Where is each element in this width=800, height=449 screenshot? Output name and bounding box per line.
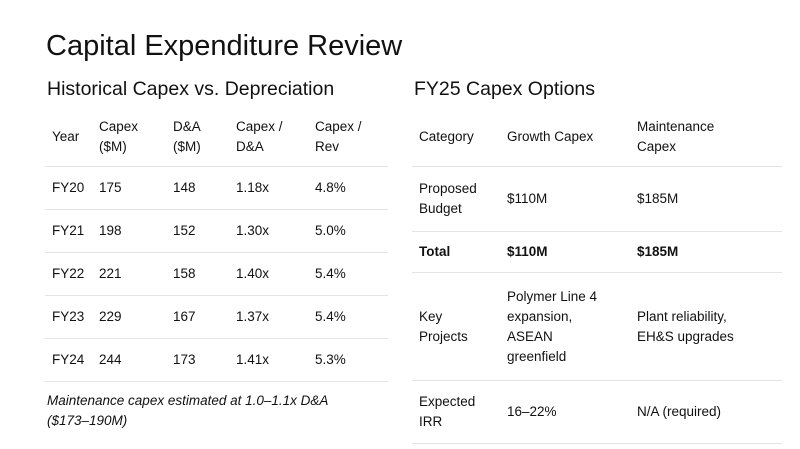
table-cell: 152: [166, 209, 229, 253]
table-cell: 1.41x: [229, 338, 308, 382]
table-cell: FY23: [45, 295, 92, 339]
table-cell: 5.0%: [308, 209, 388, 253]
table-cell: 16–22%: [500, 380, 630, 444]
table-cell: 229: [92, 295, 166, 339]
table-cell: Plant reliability, EH&S upgrades: [630, 272, 782, 381]
table-cell: FY22: [45, 252, 92, 296]
table-row: FY22 221 158 1.40x 5.4%: [45, 252, 388, 296]
table-header-row: Year Capex ($M) D&A ($M) Capex / D&A Capex …: [45, 107, 388, 167]
table-cell: 198: [92, 209, 166, 253]
table-cell: $185M: [630, 231, 782, 273]
historical-section-title: Historical Capex vs. Depreciation: [47, 78, 335, 100]
table-row: FY24 244 173 1.41x 5.3%: [45, 338, 388, 382]
table-cell: 1.18x: [229, 166, 308, 210]
row-label: Key Projects: [412, 272, 500, 381]
page-title: Capital Expenditure Review: [46, 30, 403, 62]
table-cell: 221: [92, 252, 166, 296]
column-header: Year: [45, 107, 92, 167]
table-cell: FY21: [45, 209, 92, 253]
table-cell: 158: [166, 252, 229, 296]
table-row: Expected IRR 16–22% N/A (required): [412, 380, 782, 444]
table-cell: Polymer Line 4 expansion, ASEAN greenfield: [500, 272, 630, 381]
options-section-title: FY25 Capex Options: [414, 78, 596, 100]
table-cell: 5.3%: [308, 338, 388, 382]
table-cell: 1.40x: [229, 252, 308, 296]
table-cell: $110M: [500, 166, 630, 232]
table-row: Total $110M $185M: [412, 231, 782, 273]
column-header: Category: [412, 107, 500, 167]
table-cell: 5.4%: [308, 295, 388, 339]
table-cell: $185M: [630, 166, 782, 232]
column-header: Maintenance Capex: [630, 107, 782, 167]
row-label: Proposed Budget: [412, 166, 500, 232]
table-cell: N/A (required): [630, 380, 782, 444]
table-cell: 1.37x: [229, 295, 308, 339]
table-row: FY21 198 152 1.30x 5.0%: [45, 209, 388, 253]
table-cell: 175: [92, 166, 166, 210]
column-header: Capex / Rev: [308, 107, 388, 167]
row-label: Total: [412, 231, 500, 273]
capex-options-table: Category Growth Capex Maintenance Capex P…: [412, 107, 782, 444]
table-cell: FY20: [45, 166, 92, 210]
table-cell: $110M: [500, 231, 630, 273]
column-header: Capex / D&A: [229, 107, 308, 167]
table-cell: 244: [92, 338, 166, 382]
table-cell: 5.4%: [308, 252, 388, 296]
column-header: D&A ($M): [166, 107, 229, 167]
table-cell: 173: [166, 338, 229, 382]
table-cell: FY24: [45, 338, 92, 382]
table-row: FY23 229 167 1.37x 5.4%: [45, 295, 388, 339]
historical-capex-table: Year Capex ($M) D&A ($M) Capex / D&A Capex …: [45, 107, 388, 382]
table-cell: 4.8%: [308, 166, 388, 210]
table-row: Key Projects Polymer Line 4 expansion, ASEA…: [412, 272, 782, 381]
table-row: FY20 175 148 1.18x 4.8%: [45, 166, 388, 210]
table-cell: 148: [166, 166, 229, 210]
table-row: Proposed Budget $110M $185M: [412, 166, 782, 232]
table-cell: 167: [166, 295, 229, 339]
table-header-row: Category Growth Capex Maintenance Capex: [412, 107, 782, 167]
maintenance-note: Maintenance capex estimated at 1.0–1.1x …: [47, 393, 329, 428]
row-label: Expected IRR: [412, 380, 500, 444]
column-header: Growth Capex: [500, 107, 630, 167]
column-header: Capex ($M): [92, 107, 166, 167]
table-cell: 1.30x: [229, 209, 308, 253]
